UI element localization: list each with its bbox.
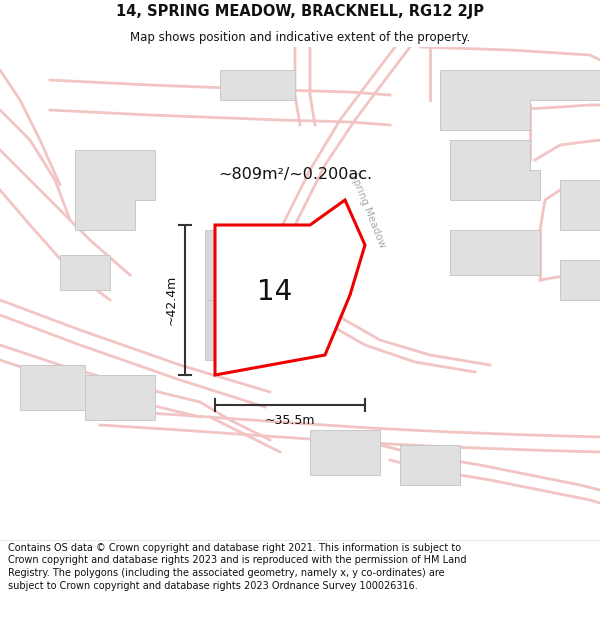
Polygon shape: [75, 150, 155, 230]
Text: Map shows position and indicative extent of the property.: Map shows position and indicative extent…: [130, 31, 470, 44]
Polygon shape: [60, 255, 110, 290]
Polygon shape: [85, 375, 155, 420]
Polygon shape: [20, 365, 85, 410]
Text: Contains OS data © Crown copyright and database right 2021. This information is : Contains OS data © Crown copyright and d…: [8, 542, 466, 591]
Polygon shape: [205, 230, 295, 300]
Polygon shape: [215, 200, 365, 375]
Text: 14: 14: [257, 278, 293, 306]
Polygon shape: [560, 180, 600, 230]
Polygon shape: [205, 300, 295, 360]
Polygon shape: [450, 140, 540, 200]
Polygon shape: [220, 70, 295, 100]
Text: Spring Meadow: Spring Meadow: [348, 171, 388, 249]
Text: ~809m²/~0.200ac.: ~809m²/~0.200ac.: [218, 167, 372, 182]
Polygon shape: [560, 260, 600, 300]
Polygon shape: [440, 70, 600, 130]
Polygon shape: [310, 430, 380, 475]
Text: ~35.5m: ~35.5m: [265, 414, 315, 428]
Text: 14, SPRING MEADOW, BRACKNELL, RG12 2JP: 14, SPRING MEADOW, BRACKNELL, RG12 2JP: [116, 4, 484, 19]
Polygon shape: [400, 445, 460, 485]
Polygon shape: [450, 230, 540, 275]
Text: ~42.4m: ~42.4m: [164, 275, 178, 325]
